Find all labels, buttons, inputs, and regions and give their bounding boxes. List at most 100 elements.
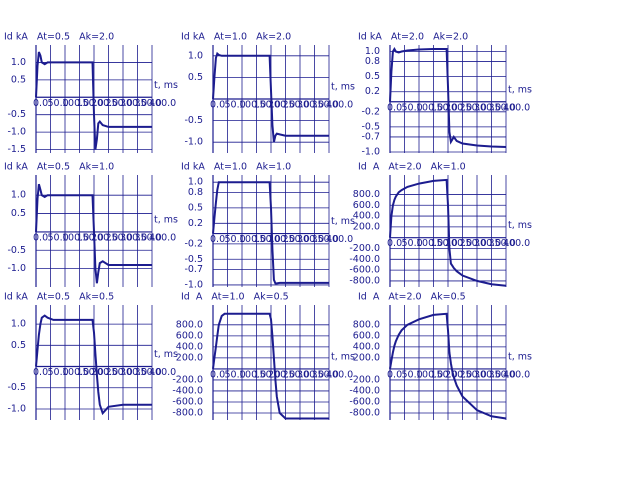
y-tick-label: -0.2 bbox=[361, 106, 380, 117]
x-tick-label: 200.0 bbox=[268, 100, 295, 111]
x-tick-label: 0.0 bbox=[387, 102, 402, 113]
x-tick-label: 100.0 bbox=[416, 369, 443, 380]
x-tick-label: 150.0 bbox=[77, 98, 104, 109]
subplot: Id kA At=2.0 Ak=2.0 0.0 50.0100.0150.0200.… bbox=[358, 32, 532, 158]
x-tick-label: 300.0 bbox=[297, 369, 324, 380]
x-tick-label: 0.0 bbox=[387, 369, 402, 380]
x-axis-label: t, ms bbox=[331, 82, 355, 93]
x-tick-label: 250.0 bbox=[106, 98, 133, 109]
y-tick-label: 1.0 bbox=[11, 190, 26, 201]
subplot: Id kA At=0.5 Ak=0.5 0.0 50.0100.0150.0200.… bbox=[4, 292, 178, 420]
subplot: Id A At=2.0 Ak=0.50.0 50.0100.0150.0200.0… bbox=[349, 292, 532, 420]
y-tick-label: -0.5 bbox=[184, 254, 203, 265]
subplot: Id kA At=1.0 Ak=2.0 0.0 50.0100.0150.0200.… bbox=[181, 32, 355, 153]
x-tick-label: 400.0 bbox=[149, 367, 176, 378]
x-tick-label: 250.0 bbox=[283, 100, 310, 111]
x-tick-label: 400.0 bbox=[503, 369, 530, 380]
x-tick-label: 300.0 bbox=[120, 232, 147, 243]
x-tick-label: 0.0 bbox=[210, 100, 225, 111]
y-tick-label: 600.0 bbox=[353, 200, 380, 211]
chart-title: Id kA At=1.0 Ak=2.0 bbox=[181, 32, 291, 43]
x-tick-label: 150.0 bbox=[431, 238, 458, 249]
x-axis-label: t, ms bbox=[154, 80, 178, 91]
data-line bbox=[389, 312, 507, 420]
y-tick-label: -1.0 bbox=[7, 403, 26, 414]
x-tick-label: 300.0 bbox=[474, 238, 501, 249]
x-tick-label: 50.0 bbox=[48, 232, 69, 243]
data-line bbox=[212, 181, 329, 285]
x-tick-label: 400.0 bbox=[326, 234, 353, 245]
y-tick-label: 400.0 bbox=[353, 341, 380, 352]
y-tick-label: -800.0 bbox=[172, 408, 203, 419]
x-tick-label: 50.0 bbox=[225, 234, 246, 245]
y-tick-label: 0.5 bbox=[188, 72, 203, 83]
x-tick-label: 100.0 bbox=[416, 238, 443, 249]
x-tick-label: 350.0 bbox=[489, 102, 516, 113]
y-tick-label: 0.2 bbox=[365, 86, 380, 97]
subplot: Id A At=1.0 Ak=0.50.0 50.0100.0150.0200.0… bbox=[172, 292, 355, 420]
y-tick-label: -400.0 bbox=[349, 254, 380, 265]
x-tick-label: 200.0 bbox=[91, 98, 118, 109]
chart-title: Id A At=2.0 Ak=0.5 bbox=[358, 292, 466, 303]
x-tick-label: 350.0 bbox=[135, 98, 162, 109]
x-tick-label: 150.0 bbox=[254, 369, 281, 380]
chart-title: Id A At=2.0 Ak=1.0 bbox=[358, 162, 466, 173]
x-tick-label: 350.0 bbox=[489, 369, 516, 380]
y-tick-label: -0.5 bbox=[7, 245, 26, 256]
x-tick-label: 150.0 bbox=[77, 232, 104, 243]
x-tick-label: 200.0 bbox=[268, 234, 295, 245]
y-tick-label: -0.5 bbox=[7, 109, 26, 120]
x-tick-label: 350.0 bbox=[312, 234, 339, 245]
y-tick-label: 0.8 bbox=[188, 187, 203, 198]
x-axis-label: t, ms bbox=[331, 351, 355, 362]
x-tick-label: 50.0 bbox=[225, 100, 246, 111]
data-line bbox=[35, 51, 152, 150]
data-line bbox=[212, 312, 329, 420]
x-tick-label: 300.0 bbox=[474, 102, 501, 113]
y-tick-label: 800.0 bbox=[353, 319, 380, 330]
subplot: Id kA At=0.5 Ak=2.0 0.0 50.0100.0150.0200.… bbox=[4, 32, 178, 156]
y-tick-label: -800.0 bbox=[349, 275, 380, 286]
y-tick-label: 1.0 bbox=[11, 57, 26, 68]
x-tick-label: 400.0 bbox=[503, 102, 530, 113]
x-tick-label: 50.0 bbox=[402, 102, 423, 113]
y-tick-label: 0.5 bbox=[188, 202, 203, 213]
x-tick-label: 400.0 bbox=[149, 98, 176, 109]
y-tick-label: -1.0 bbox=[361, 146, 380, 157]
x-tick-label: 300.0 bbox=[474, 369, 501, 380]
y-tick-label: 1.0 bbox=[188, 50, 203, 61]
y-tick-label: -0.2 bbox=[184, 238, 203, 249]
x-tick-label: 50.0 bbox=[48, 367, 69, 378]
y-tick-label: 1.0 bbox=[11, 319, 26, 330]
y-tick-label: 0.5 bbox=[11, 340, 26, 351]
chart-title: Id kA At=0.5 Ak=2.0 bbox=[4, 32, 114, 43]
y-tick-label: -0.7 bbox=[184, 264, 203, 275]
x-tick-label: 100.0 bbox=[62, 232, 89, 243]
y-tick-label: -600.0 bbox=[349, 265, 380, 276]
y-tick-label: 800.0 bbox=[176, 319, 203, 330]
y-tick-label: -1.5 bbox=[7, 144, 26, 155]
x-tick-label: 250.0 bbox=[460, 238, 487, 249]
y-tick-label: -200.0 bbox=[349, 243, 380, 254]
x-tick-label: 0.0 bbox=[210, 234, 225, 245]
data-line bbox=[212, 51, 329, 143]
subplot: Id kA At=0.5 Ak=1.0 0.0 50.0100.0150.0200.… bbox=[4, 162, 178, 287]
x-tick-label: 100.0 bbox=[62, 98, 89, 109]
y-tick-label: 0.5 bbox=[365, 71, 380, 82]
x-tick-label: 150.0 bbox=[431, 369, 458, 380]
y-tick-label: -0.5 bbox=[361, 121, 380, 132]
x-tick-label: 350.0 bbox=[135, 232, 162, 243]
x-tick-label: 200.0 bbox=[91, 367, 118, 378]
y-tick-label: 800.0 bbox=[353, 189, 380, 200]
x-axis-label: t, ms bbox=[154, 349, 178, 360]
subplot: Id kA At=1.0 Ak=1.0 0.0 50.0100.0150.0200.… bbox=[181, 162, 355, 291]
x-axis-label: t, ms bbox=[508, 84, 532, 95]
x-axis-label: t, ms bbox=[508, 220, 532, 231]
x-tick-label: 400.0 bbox=[326, 100, 353, 111]
x-tick-label: 100.0 bbox=[239, 369, 266, 380]
x-tick-label: 250.0 bbox=[283, 234, 310, 245]
x-tick-label: 0.0 bbox=[33, 98, 48, 109]
x-tick-label: 100.0 bbox=[239, 100, 266, 111]
y-tick-label: -0.5 bbox=[7, 382, 26, 393]
